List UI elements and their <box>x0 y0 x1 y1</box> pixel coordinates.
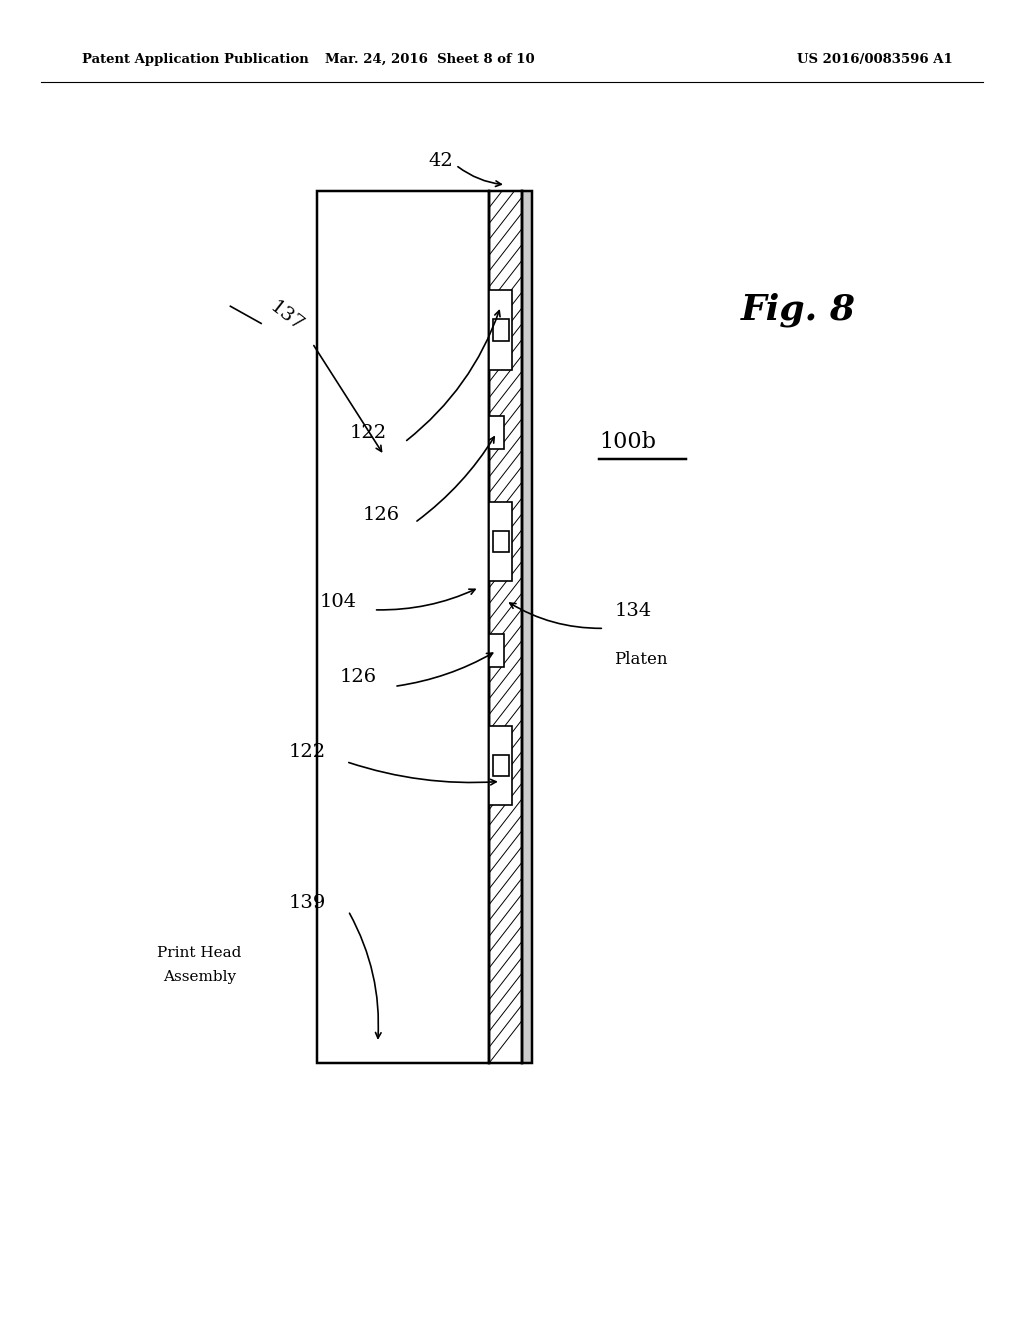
Text: 139: 139 <box>289 894 326 912</box>
Bar <box>489 290 512 370</box>
Text: Patent Application Publication: Patent Application Publication <box>82 53 308 66</box>
Bar <box>493 755 509 776</box>
Bar <box>489 635 504 668</box>
Bar <box>493 319 509 341</box>
Text: 126: 126 <box>340 668 377 686</box>
Text: Fig. 8: Fig. 8 <box>741 293 856 327</box>
Text: Platen: Platen <box>614 651 668 668</box>
Text: 137: 137 <box>266 298 306 335</box>
Text: Print Head: Print Head <box>158 946 242 960</box>
Bar <box>489 726 512 805</box>
Text: 134: 134 <box>614 602 651 620</box>
Text: Mar. 24, 2016  Sheet 8 of 10: Mar. 24, 2016 Sheet 8 of 10 <box>326 53 535 66</box>
Text: 126: 126 <box>362 506 399 524</box>
Bar <box>522 191 532 1063</box>
Text: 100b: 100b <box>599 430 656 453</box>
Bar <box>493 531 509 552</box>
Text: 104: 104 <box>319 593 356 611</box>
Text: 42: 42 <box>428 152 453 170</box>
Bar <box>489 502 512 581</box>
Bar <box>317 191 489 1063</box>
Bar <box>489 416 504 449</box>
Text: US 2016/0083596 A1: US 2016/0083596 A1 <box>797 53 952 66</box>
Text: 122: 122 <box>289 743 326 762</box>
Bar <box>489 191 522 1063</box>
Text: 122: 122 <box>350 424 387 442</box>
Text: Assembly: Assembly <box>163 970 237 983</box>
